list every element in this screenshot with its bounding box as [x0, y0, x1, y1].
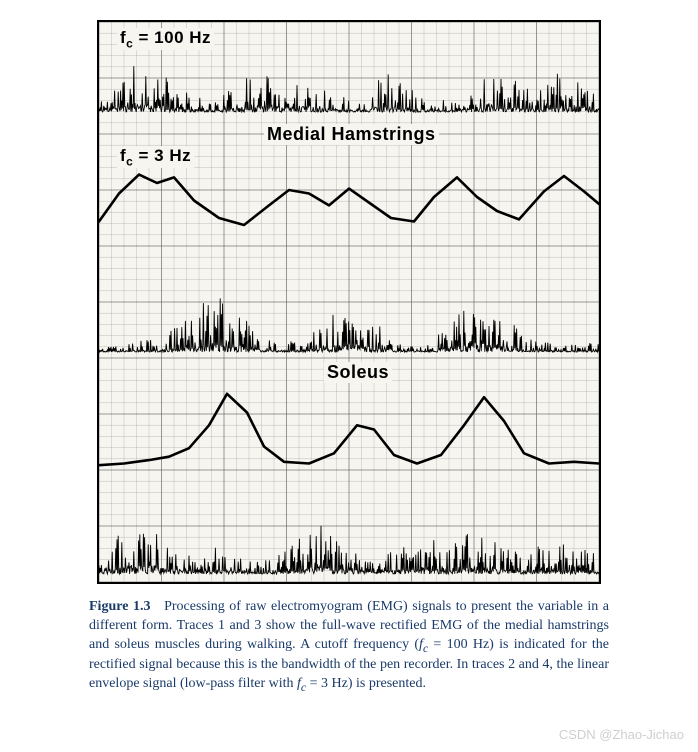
chart-label: Soleus: [324, 362, 392, 383]
chart-label: fc = 3 Hz: [117, 146, 194, 168]
chart-label: fc = 100 Hz: [117, 28, 214, 50]
chart-svg: [99, 22, 599, 582]
chart-label: Medial Hamstrings: [264, 124, 439, 145]
watermark: CSDN @Zhao-Jichao: [559, 727, 684, 742]
figure-caption: Figure 1.3 Processing of raw electromyog…: [79, 598, 619, 696]
caption-label: Figure 1.3: [89, 599, 150, 614]
emg-chart: fc = 100 Hz Medial Hamstrings fc = 3 Hz Sol…: [97, 20, 601, 584]
caption-body: Processing of raw electromyogram (EMG) s…: [89, 599, 609, 691]
figure-container: fc = 100 Hz Medial Hamstrings fc = 3 Hz Sol…: [79, 20, 619, 696]
